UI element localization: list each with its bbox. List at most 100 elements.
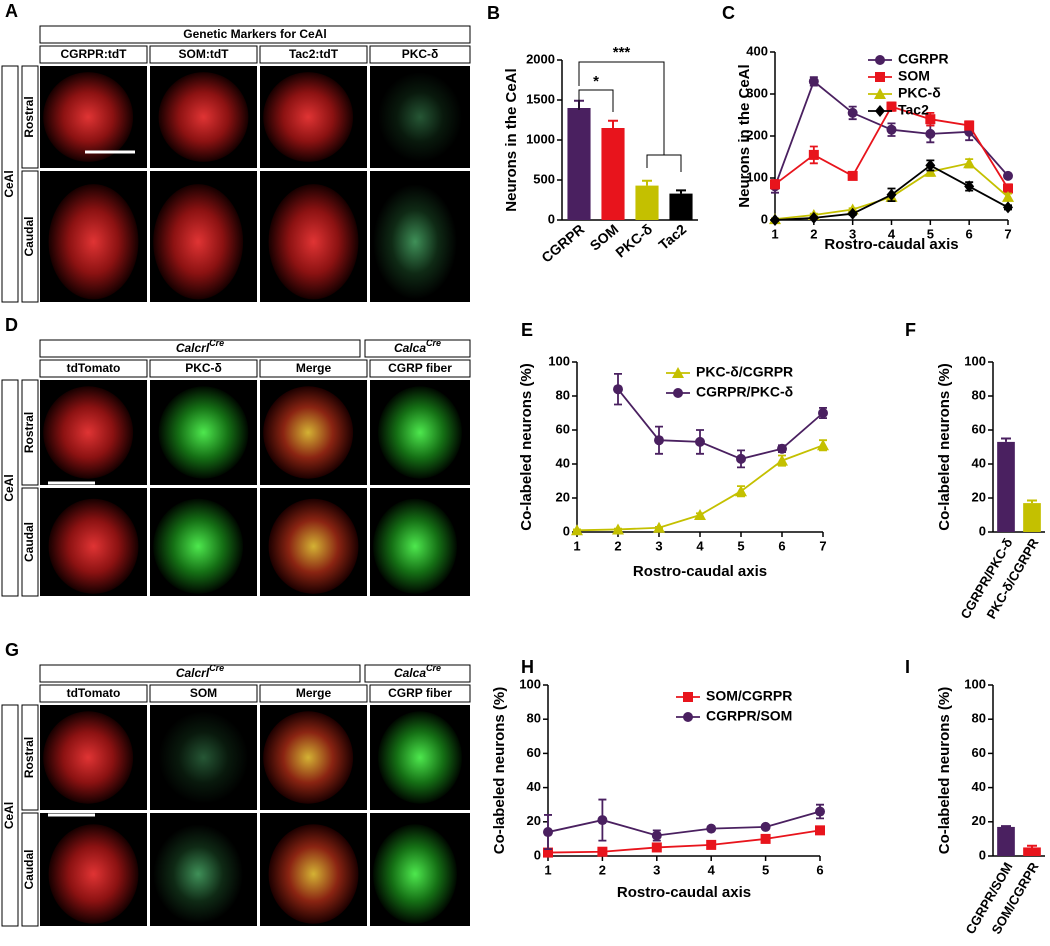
x-tick-label: 4 <box>696 538 704 553</box>
bar <box>669 193 693 220</box>
x-tick-label: 1 <box>771 226 778 241</box>
marker <box>694 509 706 520</box>
x-axis-label: Rostro-caudal axis <box>633 563 767 580</box>
y-tick-label: 0 <box>534 847 541 862</box>
x-tick-label: 2 <box>614 538 621 553</box>
panel-letter: E <box>521 320 533 340</box>
column-box <box>259 684 368 703</box>
panel-letter: I <box>905 657 910 677</box>
column-label: SOM:tdT <box>179 47 230 61</box>
group-box <box>364 664 471 683</box>
micrograph-signal <box>263 72 354 162</box>
group-name: Calcrl <box>176 341 210 355</box>
marker <box>847 170 858 181</box>
y-tick-label: 20 <box>972 813 986 828</box>
legend-label: CGRPR/PKC-δ <box>696 384 793 400</box>
marker <box>1003 183 1013 194</box>
marker <box>808 211 819 224</box>
column-box <box>369 684 471 703</box>
x-tick-label: Tac2 <box>655 221 689 253</box>
row-box <box>21 487 39 597</box>
region-box <box>1 704 19 927</box>
marker <box>963 157 976 169</box>
micrograph-signal <box>373 824 457 924</box>
x-tick-label: 1 <box>573 538 580 553</box>
y-axis-label: Neurons in the CeAl <box>736 64 753 207</box>
y-axis-label: Co-labeled neurons (%) <box>491 687 508 855</box>
series-line <box>547 810 821 837</box>
error-bar <box>1027 844 1037 848</box>
bar <box>1023 503 1041 532</box>
micrograph-signal <box>153 498 244 594</box>
panel-letter: G <box>5 640 19 660</box>
y-axis-label: Co-labeled neurons (%) <box>936 363 953 531</box>
micrograph-signal <box>268 498 359 594</box>
bar <box>635 185 659 220</box>
marker <box>815 825 825 836</box>
micrograph-signal <box>48 498 139 594</box>
marker <box>706 823 717 834</box>
micrograph-signal <box>268 824 359 924</box>
legend-label: PKC-δ/CGRPR <box>696 364 793 380</box>
region-label: CeAl <box>2 170 16 197</box>
legend-marker <box>683 692 693 702</box>
y-tick-label: 1500 <box>526 91 555 106</box>
marker <box>925 114 936 125</box>
column-label: tdTomato <box>67 686 121 700</box>
legend-label: CGRPR <box>898 51 949 67</box>
marker <box>847 207 858 220</box>
marker <box>736 453 746 464</box>
error-bar <box>1027 499 1037 504</box>
column-box <box>149 684 258 703</box>
column-label: PKC-δ <box>185 361 222 375</box>
column-label: SOM <box>190 686 217 700</box>
series-line <box>547 829 821 854</box>
y-tick-label: 60 <box>972 421 986 436</box>
marker <box>706 839 717 850</box>
micrograph-signal <box>378 386 462 479</box>
marker <box>760 821 771 832</box>
group-sup: Cre <box>426 663 441 673</box>
legend-marker <box>874 88 886 99</box>
micrograph-signal <box>43 72 134 162</box>
x-tick-label: 3 <box>653 862 660 877</box>
column-box <box>259 45 368 64</box>
row-label: Caudal <box>22 522 36 562</box>
y-tick-label: 2000 <box>526 51 555 66</box>
row-label: Rostral <box>22 737 36 778</box>
y-axis-label: Co-labeled neurons (%) <box>518 363 535 531</box>
micrograph-signal <box>263 711 354 804</box>
marker <box>817 439 829 451</box>
y-tick-label: 20 <box>527 813 541 828</box>
series-line <box>617 388 824 460</box>
x-tick-label: 7 <box>1004 226 1011 241</box>
legend-label: SOM <box>898 68 930 84</box>
panel-letter: C <box>722 3 735 23</box>
y-tick-label: 60 <box>527 745 541 760</box>
panel-letter: F <box>905 320 916 340</box>
row-label: Rostral <box>22 96 36 137</box>
y-tick-label: 40 <box>972 455 986 470</box>
micrograph-signal <box>153 184 244 300</box>
micrograph-signal <box>158 711 249 804</box>
marker <box>1002 190 1014 202</box>
micrograph-signal <box>43 711 134 804</box>
column-box <box>39 359 148 378</box>
marker <box>925 159 936 172</box>
marker <box>597 815 608 826</box>
marker <box>777 443 787 454</box>
panel-letter: A <box>5 1 18 21</box>
x-tick-label: 4 <box>708 862 716 877</box>
marker <box>808 149 819 160</box>
marker <box>847 107 858 118</box>
x-axis-label: Rostro-caudal axis <box>617 884 751 901</box>
micrograph-signal <box>158 72 249 162</box>
significance-label: * <box>593 73 599 90</box>
x-tick-label: 6 <box>816 862 823 877</box>
legend-marker <box>875 55 885 65</box>
legend-marker <box>875 72 885 82</box>
y-tick-label: 100 <box>548 353 570 368</box>
group-name: Calcrl <box>176 666 210 680</box>
header: Genetic Markers for CeAl <box>183 27 326 41</box>
